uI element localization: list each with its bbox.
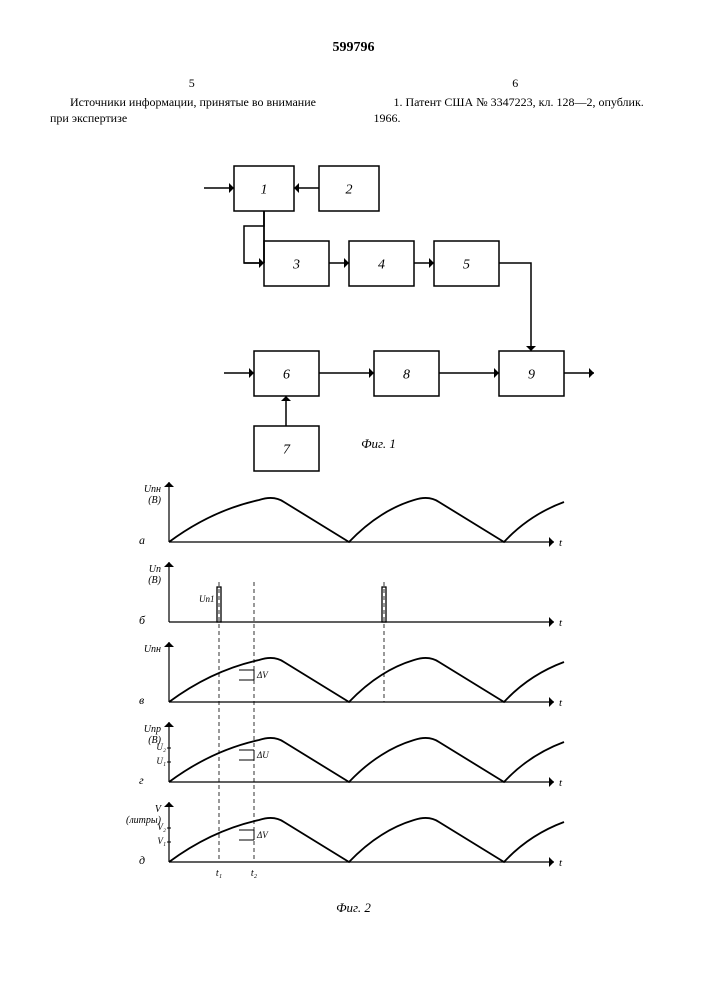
svg-text:ΔU: ΔU — [256, 750, 269, 760]
right-col-text: 1. Патент США № 3347223, кл. 128—2, опуб… — [374, 95, 658, 126]
svg-text:t: t — [559, 857, 563, 869]
svg-text:8: 8 — [403, 368, 410, 383]
svg-text:t: t — [559, 617, 563, 629]
svg-text:д: д — [139, 853, 145, 867]
svg-text:1: 1 — [260, 183, 267, 198]
right-col-num: 6 — [374, 76, 658, 91]
svg-text:t: t — [559, 777, 563, 789]
svg-text:ΔV: ΔV — [256, 830, 269, 840]
svg-text:5: 5 — [463, 258, 470, 273]
svg-text:V: V — [154, 804, 162, 815]
svg-text:(литры): (литры) — [125, 815, 161, 826]
svg-text:t₂: t₂ — [250, 868, 257, 879]
svg-text:t₁: t₁ — [215, 868, 221, 879]
svg-text:ΔV: ΔV — [256, 670, 269, 680]
svg-text:Uпн: Uпн — [143, 484, 160, 495]
svg-text:t: t — [559, 537, 563, 549]
svg-text:V₂: V₂ — [157, 822, 166, 832]
svg-text:9: 9 — [528, 368, 535, 383]
svg-text:Uпр: Uпр — [143, 724, 160, 735]
svg-text:U₁: U₁ — [156, 756, 166, 766]
svg-text:4: 4 — [378, 258, 385, 273]
svg-text:(В): (В) — [148, 575, 161, 586]
doc-number: 599796 — [50, 40, 657, 56]
svg-text:в: в — [139, 693, 144, 707]
fig2-label: Фиг. 2 — [50, 900, 657, 916]
svg-text:2: 2 — [345, 183, 352, 198]
svg-text:а: а — [139, 533, 145, 547]
svg-text:6: 6 — [283, 368, 290, 383]
svg-text:Uп1: Uп1 — [199, 594, 215, 604]
text-columns: 5 Источники информации, принятые во вним… — [50, 76, 657, 126]
left-col-num: 5 — [50, 76, 334, 91]
svg-text:3: 3 — [292, 258, 300, 273]
svg-text:(В): (В) — [148, 495, 161, 506]
left-col-text: Источники информации, принятые во вниман… — [50, 95, 334, 126]
figure-2-waveforms: tUпн(В)аtUп(В)бUп1tUпнвΔVtUпр(В)гΔUU₁U₂t… — [124, 472, 584, 892]
svg-text:U₂: U₂ — [156, 742, 166, 752]
svg-text:б: б — [139, 613, 146, 627]
svg-text:Uп: Uп — [148, 564, 160, 575]
fig1-label: Фиг. 1 — [100, 436, 657, 452]
svg-text:Uпн: Uпн — [143, 644, 160, 655]
svg-text:V₁: V₁ — [157, 836, 166, 846]
svg-text:г: г — [139, 773, 144, 787]
svg-text:t: t — [559, 697, 563, 709]
svg-text:7: 7 — [283, 443, 291, 458]
